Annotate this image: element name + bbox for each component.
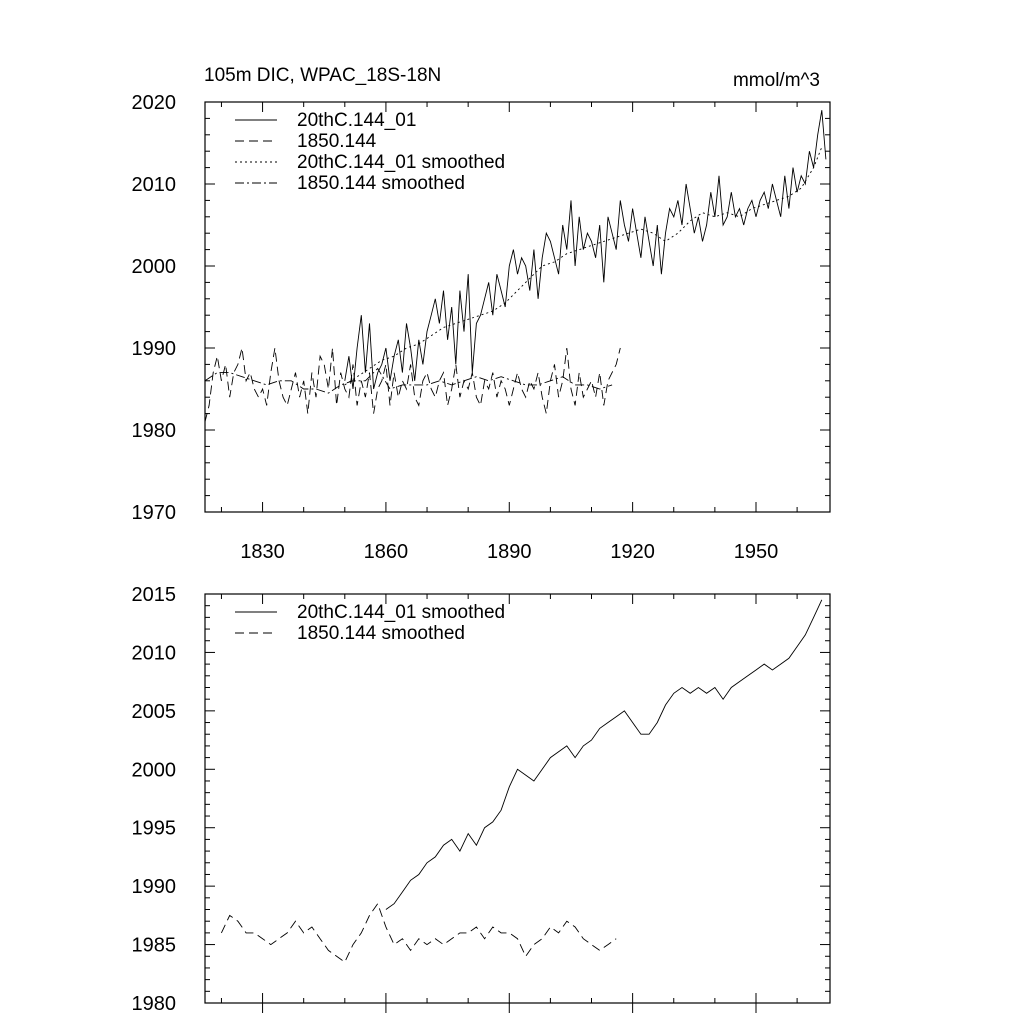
y-tick-label: 1970 [132, 502, 177, 524]
legend-label: 20thC.144_01 [297, 110, 416, 131]
legend-label: 20thC.144_01 smoothed [297, 602, 505, 623]
bottom-panel: 1980 1985 1990 1995 2000 2005 2010 2015 20thC.14… [132, 584, 831, 1015]
y-tick-label: 2000 [132, 256, 177, 278]
y-tick-label: 1990 [132, 338, 177, 360]
y-tick-label: 2000 [132, 759, 177, 781]
y-tick-label: 1980 [132, 993, 177, 1015]
units-label: mmol/m^3 [733, 70, 820, 91]
plot-frame [204, 101, 831, 513]
y-tick-label: 1980 [132, 420, 177, 442]
x-tick-label: 1860 [364, 541, 409, 563]
series-line-20thc-144-01-smoothed [385, 599, 823, 910]
x-tick-label: 1920 [610, 541, 655, 563]
y-tick-label: 2005 [132, 701, 177, 723]
series-line-20thc-144-01-smoothed [344, 146, 823, 386]
y-tick-label: 1985 [132, 935, 177, 957]
x-tick-label: 1890 [487, 541, 532, 563]
legend-label: 1850.144 smoothed [297, 173, 465, 194]
y-tick-label: 2010 [132, 174, 177, 196]
y-tick-label: 1995 [132, 818, 177, 840]
legend-label: 1850.144 [297, 131, 377, 152]
series-line-1850-144-smoothed [220, 902, 617, 963]
x-tick-label: 1830 [240, 541, 285, 563]
plot-frame [204, 593, 831, 1004]
series-line-1850-144-smoothed [204, 367, 613, 394]
series-line-1850-144 [204, 347, 621, 422]
figure-title: 105m DIC, WPAC_18S-18N [204, 65, 441, 86]
legend-label: 1850.144 smoothed [297, 623, 465, 644]
y-tick-label: 1990 [132, 876, 177, 898]
legend-label: 20thC.144_01 smoothed [297, 152, 505, 173]
y-tick-label: 2010 [132, 642, 177, 664]
series-line-20thc-144-01 [344, 110, 827, 390]
top-panel: 1970 1980 1990 2000 2010 2020 1830 1860 1890 1920… [132, 92, 831, 563]
y-tick-label: 2020 [132, 92, 177, 114]
y-tick-label: 2015 [132, 584, 177, 606]
x-tick-label: 1950 [734, 541, 779, 563]
